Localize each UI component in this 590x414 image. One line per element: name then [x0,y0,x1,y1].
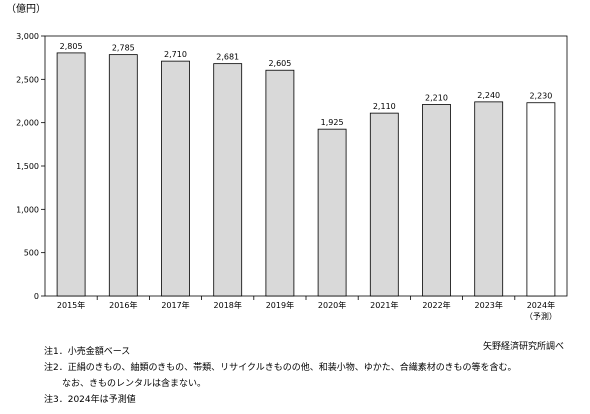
bar [108,54,138,297]
bar-value-label: 1,925 [321,118,344,127]
bar [317,128,347,297]
note-2: 注2．正絹のきもの、紬類のきもの、帯類、リサイクルきものの他、和装小物、ゆかた、… [44,363,517,373]
bar [526,102,556,297]
x-tick-label: 2024年 [527,300,555,310]
note-2-continued: なお、きものレンタルは含まない。 [44,379,207,389]
bar-value-label: 2,110 [373,102,396,111]
unit-label: （億円） [6,2,46,15]
note-1: 注1．小売金額ベース [44,347,131,357]
note-3: 注3．2024年は予測値 [44,395,136,405]
bar [422,104,451,297]
bar-value-label: 2,710 [164,50,187,59]
source-label: 矢野経済研究所調べ [483,342,565,352]
bar [56,52,86,297]
y-tick-label: 3,000 [16,32,39,41]
y-tick-label: 1,000 [16,205,39,214]
bar [474,101,504,297]
bar-value-label: 2,240 [477,91,500,100]
bar-value-label: 2,785 [112,44,135,53]
bar-value-label: 2,805 [60,42,83,51]
x-tick-label: 2022年 [422,300,450,310]
y-tick-label: 2,500 [16,75,39,84]
bar-value-label: 2,681 [216,53,239,62]
x-tick-label: 2019年 [266,300,294,310]
y-tick-label: 2,000 [16,119,39,128]
bar-chart: （億円） 0 500 1,000 1,500 2,000 2,500 3,000 2,805… [6,2,568,321]
x-tick-label: 2020年 [318,300,346,310]
x-tick-sublabel: （予測） [525,311,557,321]
y-tick-label: 1,500 [16,162,39,171]
x-tick-label: 2023年 [475,300,503,310]
x-tick-label: 2021年 [370,300,398,310]
bar-value-label: 2,210 [425,93,448,102]
x-tick-label: 2017年 [161,300,189,310]
x-tick-label: 2016年 [109,300,137,310]
bar [213,63,243,297]
bar [265,69,295,297]
y-tick-label: 0 [34,292,39,301]
y-tick-label: 500 [24,249,39,258]
x-tick-label: 2018年 [214,300,242,310]
bar-value-label: 2,230 [529,92,552,101]
bar-value-label: 2,605 [268,59,291,68]
x-tick-label: 2015年 [57,300,85,310]
bar [369,112,399,297]
bar [161,60,190,297]
